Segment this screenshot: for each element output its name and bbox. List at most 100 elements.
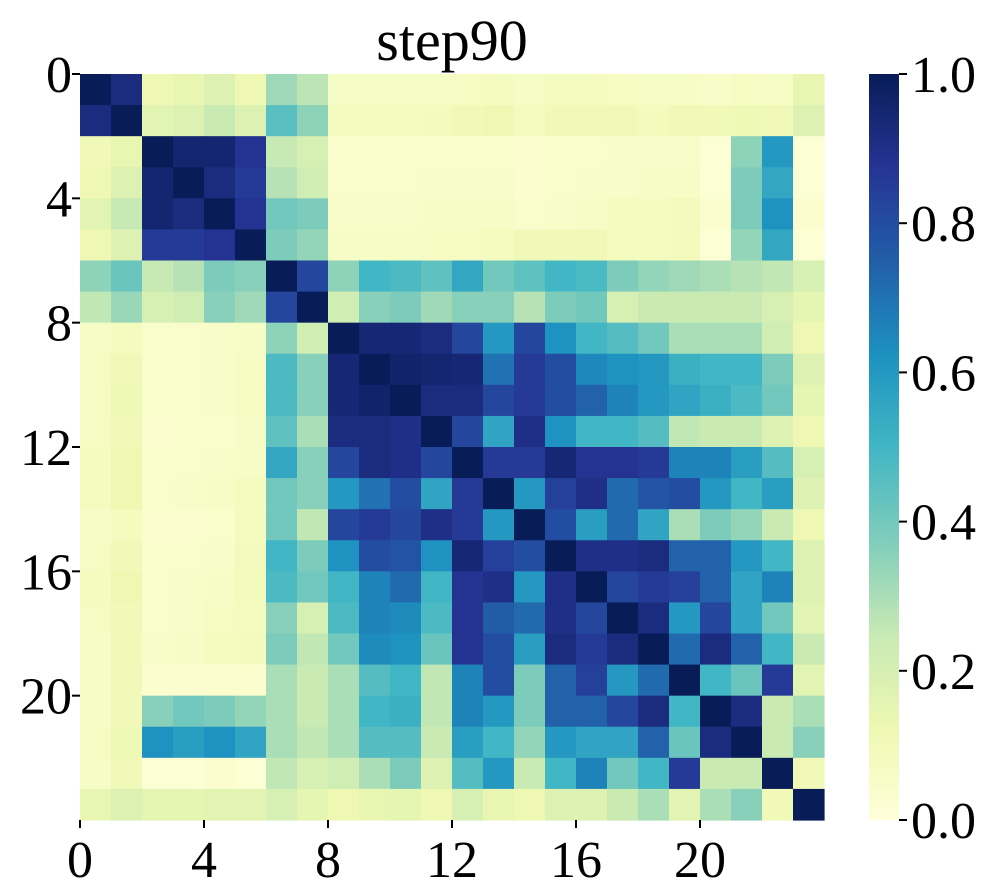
heatmap-cell: [359, 353, 391, 386]
heatmap-cell: [762, 291, 794, 324]
heatmap-cell: [297, 540, 329, 572]
heatmap-cell: [297, 353, 329, 386]
heatmap-cell: [793, 322, 825, 355]
heatmap-cell: [793, 105, 825, 137]
heatmap-cell: [142, 509, 174, 541]
heatmap-cell: [328, 447, 360, 479]
heatmap-cell: [700, 633, 732, 666]
heatmap-cell: [638, 664, 670, 697]
heatmap-cell: [297, 229, 329, 262]
heatmap-cell: [576, 757, 608, 790]
heatmap-cell: [390, 291, 422, 324]
heatmap-cell: [762, 105, 794, 137]
heatmap-cell: [545, 167, 577, 199]
heatmap-cell: [638, 633, 670, 666]
heatmap-cell: [142, 478, 174, 510]
heatmap-cell: [545, 788, 577, 821]
heatmap-cell: [235, 633, 267, 666]
heatmap-cell: [359, 229, 391, 262]
heatmap-cell: [514, 74, 546, 106]
heatmap-cell: [204, 136, 236, 168]
heatmap-cell: [452, 74, 484, 106]
heatmap-cell: [266, 633, 298, 666]
y-axis-ticks: 0 4 8 12 16 20: [20, 47, 80, 726]
heatmap-cell: [204, 788, 236, 821]
heatmap-cell: [390, 384, 422, 417]
heatmap-cell: [235, 415, 267, 448]
heatmap-cell: [173, 757, 205, 790]
heatmap-cell: [204, 74, 236, 106]
heatmap-cell: [669, 540, 701, 572]
heatmap-cell: [204, 726, 236, 759]
heatmap-cell: [669, 229, 701, 262]
heatmap-cell: [328, 664, 360, 697]
heatmap-cell: [607, 291, 639, 324]
heatmap-cell: [700, 540, 732, 572]
heatmap-cell: [576, 726, 608, 759]
heatmap-cell: [607, 167, 639, 199]
heatmap-cell: [390, 509, 422, 541]
heatmap-cell: [390, 167, 422, 199]
heatmap-cell: [359, 509, 391, 541]
heatmap-cell: [731, 664, 763, 697]
heatmap-cell: [204, 322, 236, 355]
heatmap-cell: [266, 664, 298, 697]
heatmap-cell: [235, 198, 267, 231]
heatmap-cell: [793, 260, 825, 293]
heatmap-cell: [514, 229, 546, 262]
heatmap-cell: [545, 540, 577, 572]
heatmap-cell: [731, 726, 763, 759]
heatmap-cell: [669, 353, 701, 386]
heatmap-cell: [142, 167, 174, 199]
x-axis-ticks: 0 4 8 12 16 20: [67, 820, 726, 889]
heatmap-cell: [111, 74, 143, 106]
heatmap-cell: [266, 322, 298, 355]
heatmap-cell: [204, 633, 236, 666]
heatmap-cell: [204, 229, 236, 262]
heatmap-cell: [204, 571, 236, 604]
heatmap-cell: [669, 105, 701, 137]
heatmap-cell: [483, 571, 515, 604]
heatmap-cell: [514, 571, 546, 604]
heatmap-cell: [297, 74, 329, 106]
heatmap-cell: [514, 695, 546, 728]
heatmap-cell: [669, 136, 701, 168]
heatmap-cell: [638, 291, 670, 324]
heatmap-cell: [731, 788, 763, 821]
heatmap-cell: [638, 757, 670, 790]
heatmap-cell: [297, 260, 329, 293]
colorbar-ticks: 1.0 0.8 0.6 0.4 0.2 0.0: [899, 47, 976, 850]
heatmap-cell: [328, 105, 360, 137]
heatmap-cell: [545, 229, 577, 262]
heatmap-cell: [576, 136, 608, 168]
heatmap-cell: [328, 726, 360, 759]
heatmap-cell: [266, 105, 298, 137]
heatmap-cell: [483, 384, 515, 417]
heatmap-cell: [390, 322, 422, 355]
heatmap-cell: [111, 198, 143, 231]
heatmap-cell: [80, 322, 112, 355]
heatmap-cell: [235, 664, 267, 697]
heatmap-cell: [390, 726, 422, 759]
heatmap-cell: [111, 695, 143, 728]
heatmap-cell: [762, 353, 794, 386]
heatmap-cell: [266, 291, 298, 324]
heatmap-cell: [483, 509, 515, 541]
heatmap-cell: [638, 509, 670, 541]
heatmap-cell: [390, 415, 422, 448]
heatmap-cell: [669, 384, 701, 417]
heatmap-cell: [607, 198, 639, 231]
heatmap-cell: [297, 633, 329, 666]
heatmap-cell: [483, 229, 515, 262]
heatmap-cell: [173, 198, 205, 231]
heatmap-cell: [638, 726, 670, 759]
heatmap-cell: [80, 633, 112, 666]
heatmap-cell: [793, 571, 825, 604]
heatmap-cell: [111, 509, 143, 541]
heatmap-cell: [452, 602, 484, 635]
heatmap-cell: [452, 509, 484, 541]
heatmap-cell: [359, 757, 391, 790]
heatmap-cell: [359, 322, 391, 355]
heatmap-cell: [607, 260, 639, 293]
heatmap-cell: [762, 571, 794, 604]
